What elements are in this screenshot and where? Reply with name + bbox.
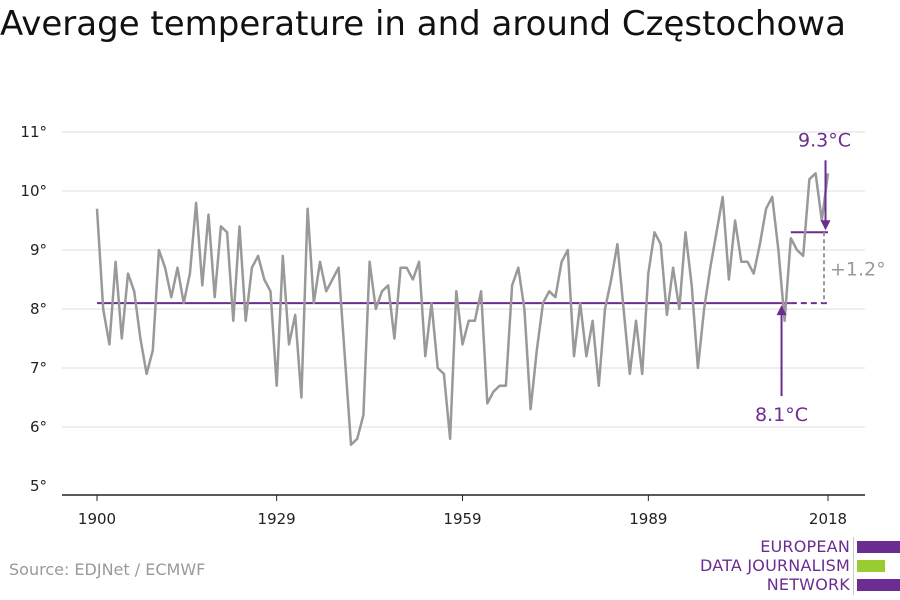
delta-label: +1.2°	[830, 259, 886, 281]
logo-line-1: EUROPEAN	[760, 537, 850, 556]
edjnet-logo[interactable]: EUROPEAN DATA JOURNALISM NETWORK	[700, 537, 900, 595]
y-tick-label: 10°	[20, 182, 47, 200]
y-tick-label: 6°	[30, 418, 47, 436]
x-tick-label: 2018	[809, 510, 847, 528]
y-tick-label: 5°	[30, 477, 47, 495]
y-tick-label: 11°	[20, 123, 47, 141]
recent-label: 9.3°C	[798, 129, 851, 151]
baseline-arrow-head	[776, 305, 787, 316]
y-tick-label: 7°	[30, 359, 47, 377]
logo-bar-purple-bottom	[857, 579, 900, 591]
x-tick-label: 1900	[78, 510, 116, 528]
x-tick-label: 1959	[443, 510, 481, 528]
logo-bar-purple-top	[857, 541, 900, 553]
logo-line-2: DATA JOURNALISM	[700, 556, 850, 575]
logo-bar-green	[857, 560, 885, 572]
baseline-label: 8.1°C	[755, 404, 808, 426]
logo-divider	[853, 537, 854, 595]
y-tick-label: 9°	[30, 241, 47, 259]
source-credit: Source: EDJNet / ECMWF	[9, 560, 206, 579]
logo-line-3: NETWORK	[766, 575, 850, 594]
x-tick-label: 1989	[629, 510, 667, 528]
x-tick-label: 1929	[258, 510, 296, 528]
chart-title: Average temperature in and around Często…	[0, 4, 846, 44]
y-tick-label: 8°	[30, 300, 47, 318]
temperature-series-line	[95, 172, 830, 446]
recent-arrow-head	[820, 220, 831, 231]
